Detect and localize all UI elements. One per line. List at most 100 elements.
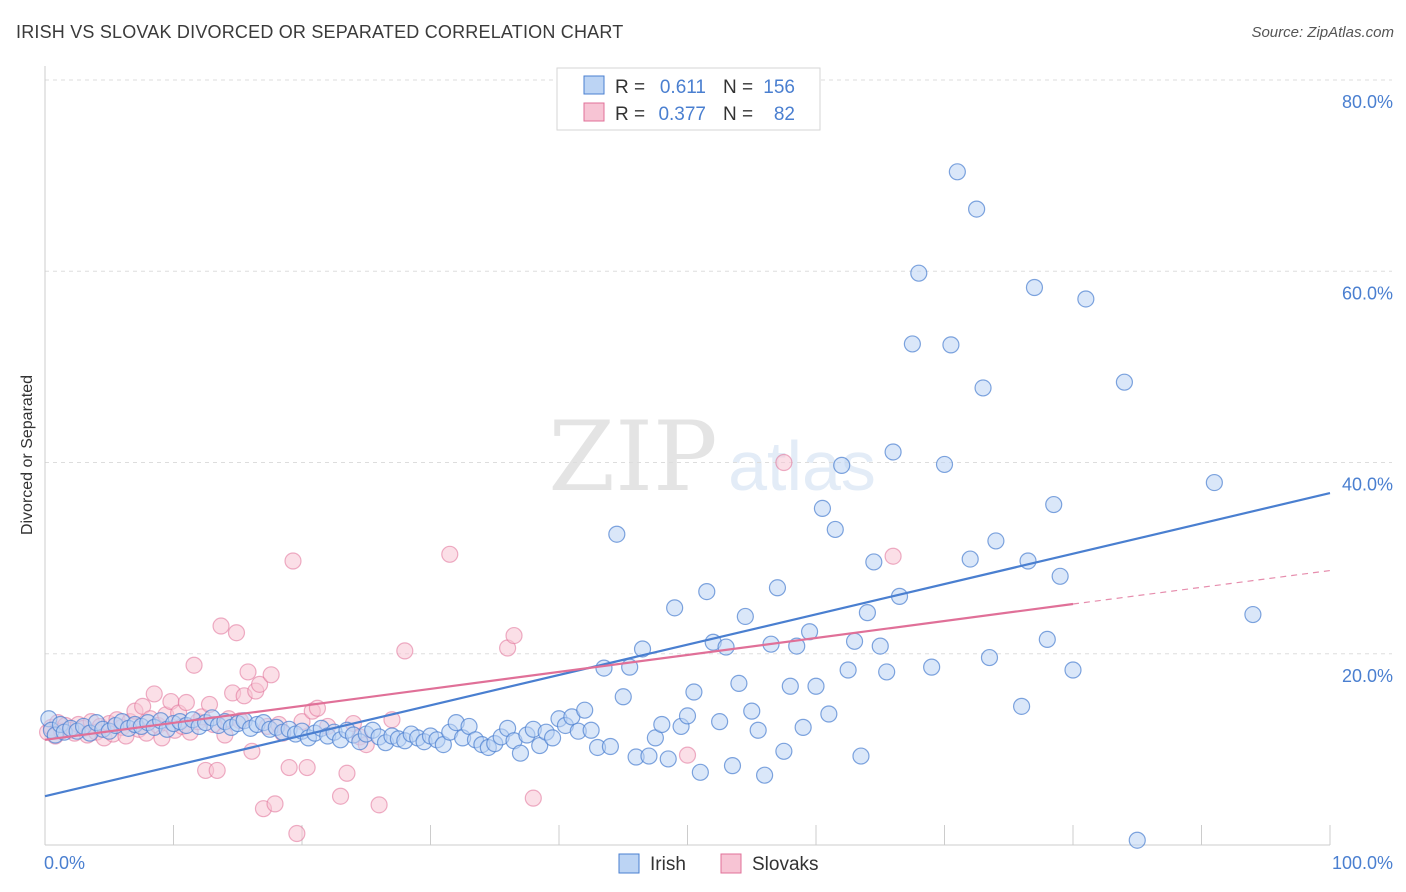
slovaks-point	[134, 697, 152, 715]
irish-point	[942, 336, 960, 354]
irish-point	[640, 747, 658, 765]
slovaks-point	[177, 693, 195, 712]
slovaks-point	[208, 761, 226, 780]
y-tick-label: 60.0%	[1342, 283, 1393, 303]
y-tick-label: 80.0%	[1342, 92, 1393, 112]
irish-point	[839, 661, 857, 679]
irish-point	[749, 721, 767, 739]
legend-r-label-irish: R =	[615, 77, 645, 98]
slovaks-trend-line	[44, 602, 1074, 741]
irish-point	[884, 443, 902, 461]
slovaks-point	[441, 545, 459, 563]
irish-point	[717, 638, 735, 656]
chart-title: IRISH VS SLOVAK DIVORCED OR SEPARATED CO…	[16, 22, 624, 42]
slovaks-point	[212, 617, 230, 635]
slovaks-point	[370, 796, 388, 814]
bottom-legend-swatch-slovaks	[720, 853, 742, 874]
irish-point	[1077, 290, 1095, 308]
irish-point	[678, 707, 697, 725]
irish-point	[614, 688, 632, 706]
irish-point	[653, 715, 671, 734]
irish-point	[582, 721, 600, 739]
irish-point	[845, 632, 864, 650]
irish-point	[1128, 831, 1146, 849]
irish-point	[755, 766, 774, 784]
bottom-legend-irish: Irish	[650, 854, 686, 875]
irish-point	[968, 200, 986, 218]
slovaks-point	[227, 624, 246, 642]
legend-r-value-slovaks: 0.377	[658, 104, 706, 125]
irish-point	[813, 499, 832, 517]
slovaks-point	[250, 675, 269, 693]
irish-point	[910, 264, 928, 282]
slovaks-point	[396, 642, 414, 660]
legend-n-label-slovaks: N =	[723, 104, 753, 125]
irish-point	[743, 702, 761, 720]
irish-point	[820, 705, 838, 723]
irish-point	[736, 607, 754, 626]
irish-point	[935, 455, 954, 474]
slovaks-point	[298, 758, 316, 777]
irish-point	[1115, 373, 1134, 391]
irish-point	[659, 750, 677, 768]
irish-point	[730, 674, 748, 692]
slovaks-point	[239, 663, 257, 681]
irish-point	[923, 658, 941, 676]
y-tick-label: 40.0%	[1342, 475, 1393, 495]
irish-point	[1045, 495, 1063, 514]
slovaks-point	[331, 787, 350, 805]
watermark: ZIP atlas	[548, 401, 876, 513]
irish-point	[903, 335, 921, 353]
slovaks-point	[524, 789, 542, 807]
slovaks-point	[678, 746, 697, 764]
tick-labels: 20.0% 40.0% 60.0% 80.0% 0.0% 100.0%	[44, 92, 1393, 873]
bottom-legend-swatch-irish	[618, 853, 640, 874]
slovaks-point	[185, 656, 203, 674]
irish-point	[601, 737, 620, 756]
irish-point	[1025, 278, 1044, 297]
x-tick-label: 0.0%	[44, 853, 85, 873]
watermark-zip: ZIP	[548, 401, 717, 513]
source-credit: Source: ZipAtlas.com	[1251, 24, 1394, 41]
irish-point	[865, 553, 883, 571]
irish-point	[723, 757, 742, 775]
irish-point	[871, 637, 889, 655]
grid-lines	[45, 79, 1392, 655]
legend-swatch-irish	[583, 75, 605, 95]
irish-point	[794, 718, 812, 736]
irish-point	[1205, 473, 1223, 492]
slovaks-point	[288, 824, 306, 843]
irish-point	[807, 677, 825, 695]
slovaks-point	[505, 626, 523, 645]
axes	[44, 66, 1331, 846]
bottom-legend-slovaks: Slovaks	[752, 854, 819, 875]
irish-point	[691, 763, 709, 781]
irish-point	[980, 648, 999, 667]
irish-point	[685, 683, 703, 701]
irish-point	[961, 550, 979, 568]
irish-point	[1038, 630, 1056, 649]
slovaks-point	[884, 547, 902, 565]
irish-point	[775, 742, 793, 760]
irish-point	[711, 713, 729, 731]
irish-point	[1051, 567, 1069, 585]
bottom-legend: Irish Slovaks	[618, 853, 819, 875]
irish-point	[948, 163, 966, 181]
irish-point	[852, 747, 870, 765]
trend-lines	[44, 492, 1331, 798]
irish-point	[1012, 697, 1031, 715]
legend-n-label-irish: N =	[723, 77, 753, 98]
irish-point	[666, 599, 684, 617]
slovaks-point	[338, 764, 356, 782]
irish-point	[576, 701, 594, 719]
irish-point	[543, 729, 562, 747]
legend-r-value-irish: 0.611	[660, 77, 706, 98]
irish-point	[878, 663, 896, 681]
irish-trend-line	[44, 492, 1331, 798]
irish-point	[608, 525, 626, 543]
legend-swatch-slovaks	[583, 102, 605, 122]
irish-point	[1064, 661, 1082, 679]
slovaks-point	[262, 666, 280, 684]
slovaks-point	[266, 795, 284, 813]
